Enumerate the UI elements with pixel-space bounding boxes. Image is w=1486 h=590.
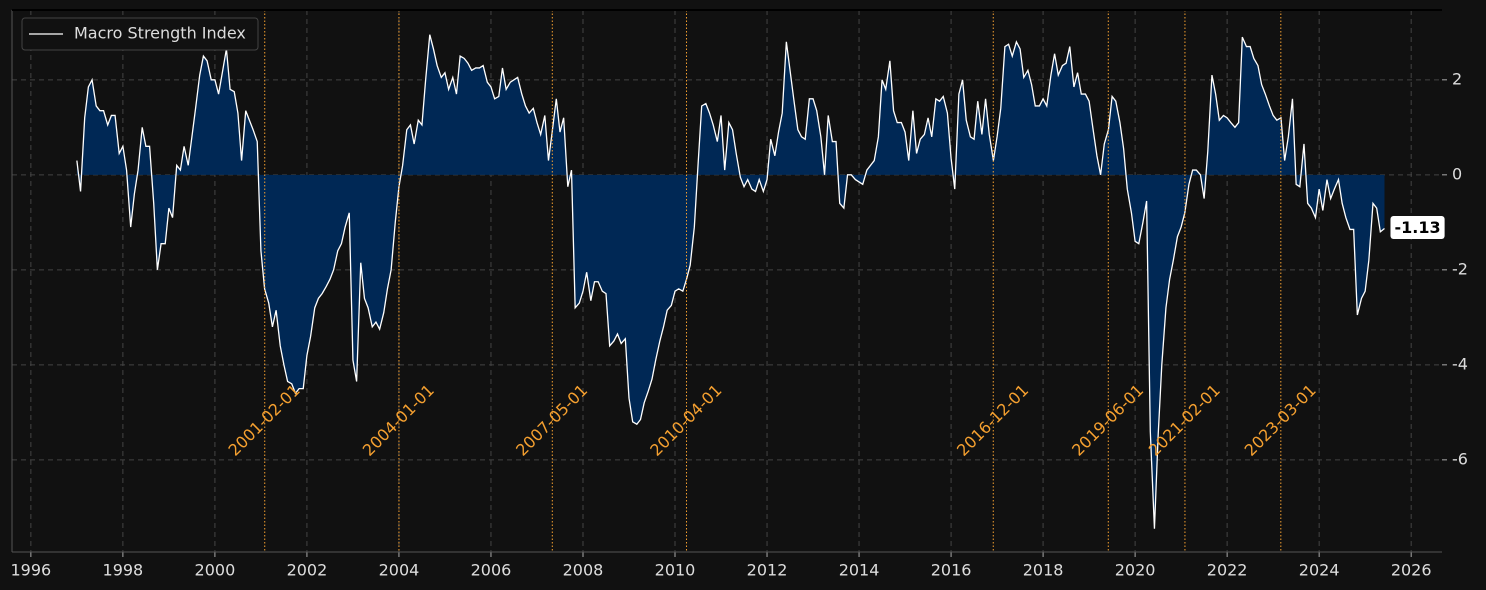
end-value-label: -1.13 <box>1394 218 1440 237</box>
x-tick-label: 2024 <box>1299 561 1340 580</box>
y-tick-label: 0 <box>1452 164 1462 183</box>
y-tick-label: 2 <box>1452 69 1462 88</box>
x-tick-label: 1998 <box>103 561 144 580</box>
x-tick-label: 2008 <box>563 561 604 580</box>
x-tick-label: 2020 <box>1115 561 1156 580</box>
x-tick-label: 2016 <box>931 561 972 580</box>
line <box>76 34 1385 529</box>
y-tick-label: -6 <box>1452 449 1468 468</box>
x-tick-label: 2022 <box>1207 561 1248 580</box>
x-tick-label: 2004 <box>379 561 420 580</box>
end-label-box <box>1390 216 1445 240</box>
x-tick-label: 2010 <box>655 561 696 580</box>
x-tick-label: 2026 <box>1391 561 1432 580</box>
x-tick-label: 1996 <box>11 561 52 580</box>
x-tick-label: 2000 <box>195 561 236 580</box>
y-tick-label: -4 <box>1452 354 1468 373</box>
x-tick-label: 2006 <box>471 561 512 580</box>
x-tick-label: 2018 <box>1023 561 1064 580</box>
legend: Macro Strength Index <box>21 17 259 51</box>
y-tick-label: -2 <box>1452 259 1468 278</box>
x-tick-label: 2014 <box>839 561 880 580</box>
x-tick-label: 2012 <box>747 561 788 580</box>
legend-box <box>21 17 259 51</box>
x-tick-label: 2002 <box>287 561 328 580</box>
end-label: -1.13 <box>1390 216 1445 240</box>
legend-label: Macro Strength Index <box>74 24 246 43</box>
